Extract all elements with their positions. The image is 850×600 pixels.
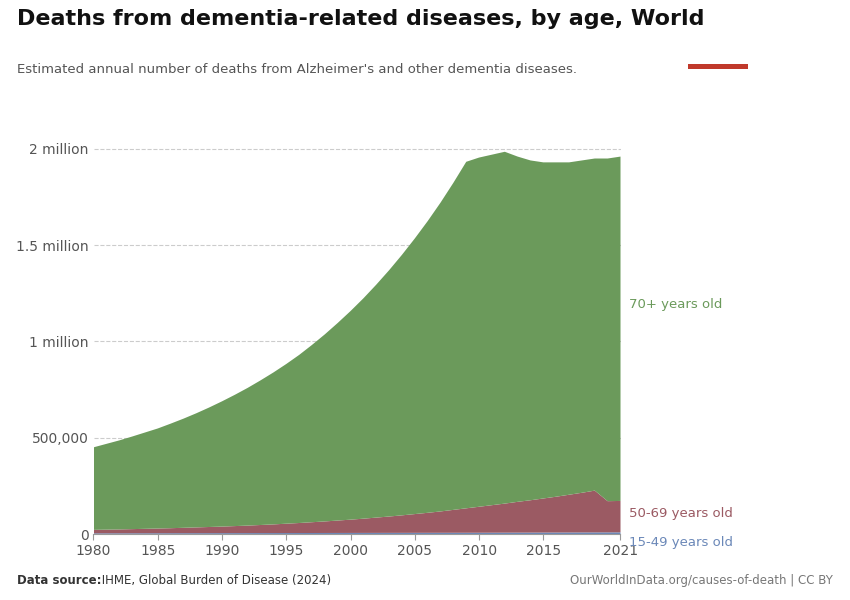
Text: Deaths from dementia-related diseases, by age, World: Deaths from dementia-related diseases, b… — [17, 9, 705, 29]
Text: Data source:: Data source: — [17, 574, 101, 587]
Text: 15-49 years old: 15-49 years old — [629, 536, 733, 548]
Text: Estimated annual number of deaths from Alzheimer's and other dementia diseases.: Estimated annual number of deaths from A… — [17, 63, 577, 76]
Text: Our World: Our World — [721, 23, 788, 36]
Text: 70+ years old: 70+ years old — [629, 298, 722, 311]
Text: IHME, Global Burden of Disease (2024): IHME, Global Burden of Disease (2024) — [98, 574, 331, 587]
Text: 50-69 years old: 50-69 years old — [629, 507, 733, 520]
Text: in Data: in Data — [730, 46, 779, 59]
Text: OurWorldInData.org/causes-of-death | CC BY: OurWorldInData.org/causes-of-death | CC … — [570, 574, 833, 587]
Bar — [688, 64, 748, 69]
